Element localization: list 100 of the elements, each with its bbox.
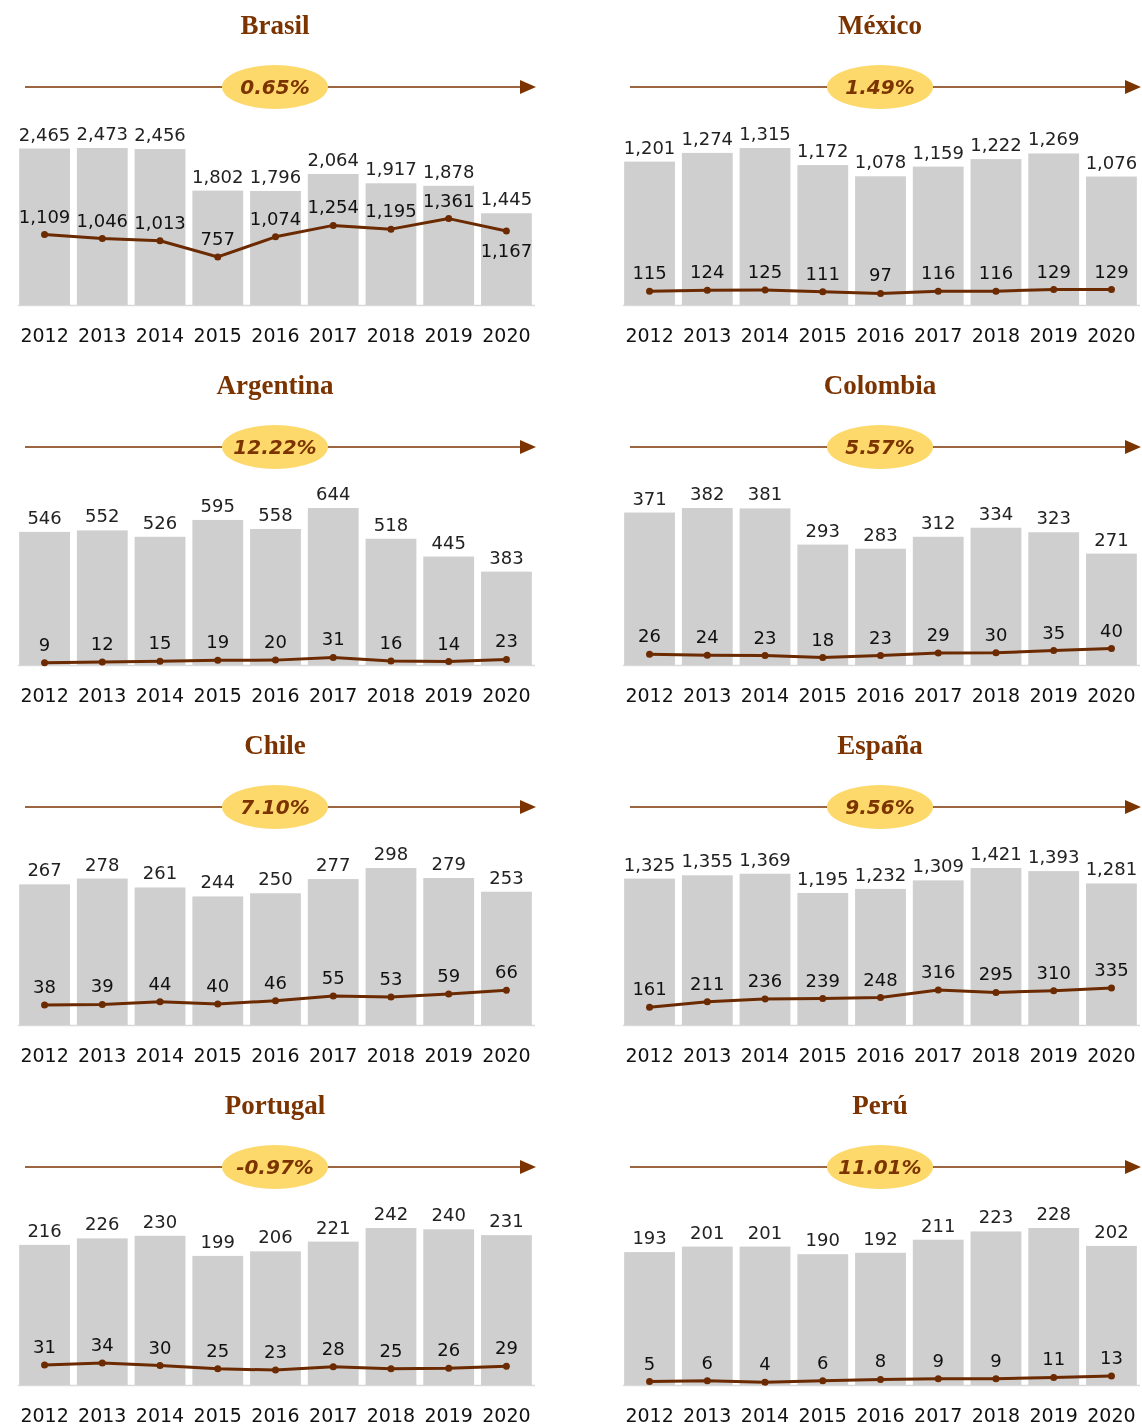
x-tick-label: 2014: [740, 684, 790, 706]
x-tick-label: 2016: [856, 684, 905, 706]
point: [761, 995, 769, 1003]
data-label: 26: [437, 1339, 461, 1361]
chart-title: Portugal: [224, 1090, 326, 1120]
x-tick-label: 2015: [798, 1044, 847, 1066]
x-tick-label: 2018: [366, 1404, 416, 1426]
x-tick-label: 2019: [424, 1404, 473, 1426]
x-tick-label: 2013: [683, 1044, 732, 1066]
data-label: 59: [437, 964, 461, 986]
x-tick-label: 2020: [482, 684, 531, 706]
chart-title: Perú: [852, 1090, 908, 1120]
x-tick-label: 2015: [193, 1404, 242, 1426]
data-label: 40: [1099, 619, 1123, 641]
x-tick-label: 2012: [20, 684, 69, 706]
point: [992, 649, 1000, 657]
data-label: 6: [817, 1351, 829, 1373]
x-tick-label: 2014: [740, 1044, 790, 1066]
data-label: 38: [33, 975, 57, 997]
data-label: 201: [690, 1221, 725, 1243]
chart-title: Colombia: [823, 370, 937, 400]
point: [819, 995, 827, 1003]
data-label: 14: [437, 632, 461, 654]
text: 7.10%: [240, 795, 310, 819]
x-tick-label: 2015: [798, 324, 847, 346]
x-tick-label: 2020: [482, 1044, 531, 1066]
point: [877, 1375, 884, 1383]
data-label: 312: [921, 511, 956, 533]
point: [502, 986, 510, 994]
data-label: 5: [643, 1352, 656, 1374]
point: [214, 1365, 222, 1373]
data-label: 267: [27, 859, 62, 881]
data-label: 250: [258, 868, 293, 890]
x-tick-label: 2018: [971, 1044, 1021, 1066]
data-label: 1,195: [365, 200, 417, 222]
x-tick-label: 2017: [309, 684, 358, 706]
data-label: 383: [489, 546, 524, 568]
x-tick-label: 2019: [1029, 1404, 1078, 1426]
point: [98, 235, 106, 243]
data-label: 221: [316, 1216, 351, 1238]
x-tick-label: 2018: [366, 324, 416, 346]
data-label: 546: [27, 506, 62, 528]
x-tick-label: 2014: [135, 1044, 185, 1066]
x-tick-label: 2015: [193, 684, 242, 706]
data-label: 29: [926, 624, 950, 646]
x-tick-label: 2015: [193, 1044, 242, 1066]
x-tick-label: 2015: [193, 324, 242, 346]
data-label: 240: [431, 1204, 466, 1226]
data-label: 335: [1094, 958, 1129, 980]
point: [877, 652, 884, 660]
point: [819, 1377, 827, 1385]
x-tick-label: 2012: [625, 684, 674, 706]
x-tick-label: 2012: [625, 324, 674, 346]
data-label: 334: [978, 502, 1014, 524]
point: [156, 1362, 164, 1370]
point: [272, 1366, 279, 1374]
data-label: 53: [379, 968, 403, 990]
point: [272, 656, 279, 664]
data-label: 1,878: [422, 160, 475, 182]
text: -0.97%: [236, 1155, 314, 1179]
chart-title: México: [838, 10, 922, 40]
data-label: 192: [863, 1227, 898, 1249]
data-label: 278: [85, 853, 120, 875]
point: [934, 1375, 942, 1383]
data-label: 116: [921, 262, 956, 284]
data-label: 16: [379, 632, 403, 654]
point: [272, 997, 279, 1005]
point: [214, 253, 222, 261]
point: [272, 233, 279, 241]
data-label: 8: [874, 1350, 887, 1372]
point: [445, 658, 453, 666]
point: [761, 652, 769, 660]
data-label: 1,309: [912, 855, 964, 877]
data-label: 381: [747, 483, 783, 505]
data-label: 277: [316, 854, 351, 876]
point: [934, 986, 942, 994]
data-label: 1,013: [134, 211, 186, 233]
point: [877, 994, 884, 1002]
data-label: 271: [1094, 528, 1129, 550]
data-label: 526: [142, 511, 178, 533]
data-label: 595: [200, 494, 235, 516]
data-label: 1,195: [797, 867, 849, 889]
data-label: 228: [1036, 1203, 1071, 1224]
x-tick-label: 2015: [798, 684, 847, 706]
point: [156, 237, 164, 245]
data-label: 1,232: [854, 863, 907, 885]
x-tick-label: 2018: [366, 684, 416, 706]
point: [703, 1377, 711, 1385]
x-tick-label: 2012: [20, 1044, 69, 1066]
point: [703, 998, 711, 1006]
data-label: 66: [494, 961, 518, 983]
point: [1050, 647, 1058, 655]
data-label: 2,456: [134, 124, 186, 146]
data-label: 11: [1042, 1348, 1066, 1370]
text: 9.56%: [845, 795, 915, 819]
data-label: 97: [869, 264, 892, 286]
point: [502, 227, 510, 235]
data-label: 226: [85, 1213, 120, 1235]
point: [934, 649, 942, 657]
x-tick-label: 2013: [78, 324, 127, 346]
